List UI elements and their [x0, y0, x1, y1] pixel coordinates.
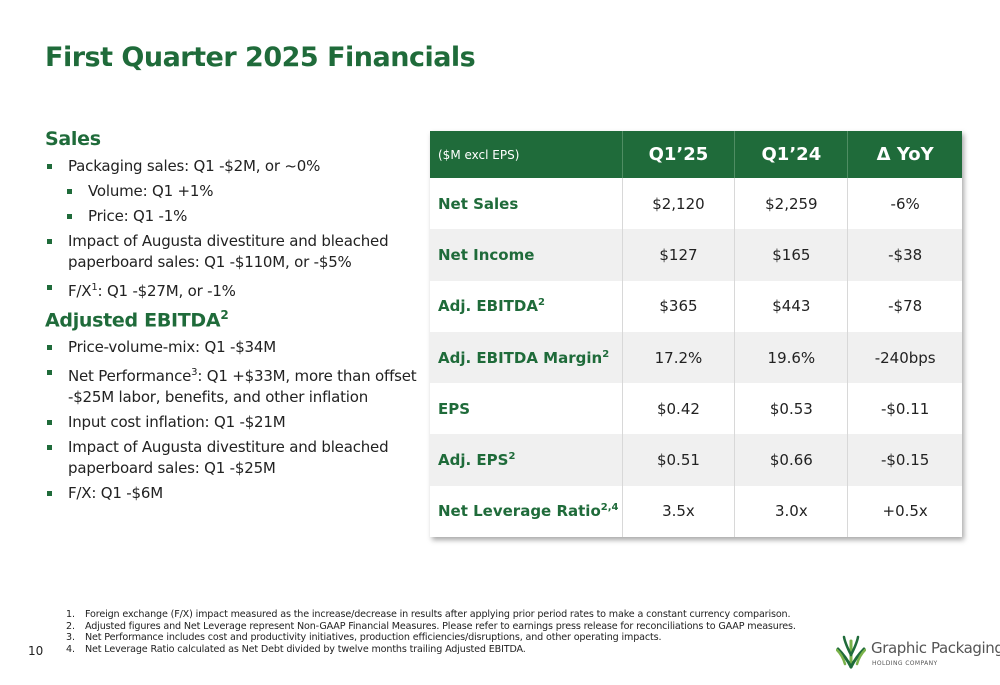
footnote-item: 2. Adjusted figures and Net Leverage repr…	[66, 621, 806, 633]
q1-24-value: $443	[734, 280, 849, 332]
table-row: Net Leverage Ratio2,4 3.5x 3.0x +0.5x	[430, 485, 962, 538]
footnote-number: 1.	[66, 609, 75, 620]
net-performance-label: Net Performance	[68, 367, 192, 386]
q1-24-value: 3.0x	[734, 485, 849, 538]
row-label-footnote-ref: 2	[537, 297, 545, 309]
row-label: EPS	[430, 383, 623, 435]
yoy-value: -6%	[890, 194, 920, 213]
fx-text: : Q1 -$27M, or -1%	[97, 282, 236, 300]
footnote-list: 1. Foreign exchange (F/X) impact measured…	[66, 609, 806, 655]
yoy-value: +0.5x	[882, 502, 928, 521]
footnote-item: 3. Net Performance includes cost and prod…	[66, 632, 806, 644]
bullet-volume: Volume: Q1 +1%	[45, 181, 420, 202]
footnote-text: Adjusted figures and Net Leverage repres…	[85, 620, 796, 632]
footnote-text: Net Performance includes cost and produc…	[85, 632, 662, 644]
row-label-text: Net Income	[438, 245, 535, 264]
footnote-number: 4.	[66, 643, 75, 655]
yoy-value: -$0.11	[880, 399, 930, 418]
yoy-value: -$38	[888, 245, 923, 264]
footnote-number: 2.	[66, 620, 75, 632]
page-title: First Quarter 2025 Financials	[45, 42, 476, 73]
row-label: Adj. EBITDA2	[430, 280, 623, 332]
footnote-text: Net Leverage Ratio calculated as Net Deb…	[85, 643, 526, 655]
q1-25-header: Q1’25	[622, 131, 736, 178]
q1-24-header: Q1’24	[734, 131, 849, 178]
footnote-text: Foreign exchange (F/X) impact measured a…	[85, 609, 791, 620]
table-header-row: ($M excl EPS) Q1’25 Q1’24 Δ YoY	[430, 131, 962, 178]
yoy-header: Δ YoY	[876, 144, 934, 165]
bullet-price-volume-mix: Price-volume-mix: Q1 -$34M	[45, 337, 420, 358]
ebitda-heading-text: Adjusted EBITDA	[45, 309, 221, 332]
page-number: 10	[28, 644, 44, 658]
fx-label: F/X	[68, 282, 92, 300]
q1-25-value: $365	[622, 280, 736, 332]
net-performance-footnote-ref: 3	[191, 367, 198, 379]
yoy-value: -240bps	[874, 348, 936, 367]
ebitda-bullets: Price-volume-mix: Q1 -$34M Net Performan…	[45, 337, 420, 504]
q1-25-value: 17.2%	[622, 331, 736, 384]
bullet-input-cost: Input cost inflation: Q1 -$21M	[45, 412, 420, 433]
bullet-packaging-sales: Packaging sales: Q1 -$2M, or ~0%	[45, 156, 420, 177]
q1-24-value: 19.6%	[734, 331, 849, 384]
bullet-fx-sales: F/X1: Q1 -$27M, or -1%	[45, 277, 420, 302]
sales-bullets: Packaging sales: Q1 -$2M, or ~0% Volume:…	[45, 156, 420, 302]
bullet-price: Price: Q1 -1%	[45, 206, 420, 227]
fx-footnote-ref: 1	[91, 282, 98, 293]
q1-25-value: $2,120	[622, 178, 736, 230]
q1-24-value: $165	[734, 229, 849, 281]
q1-24-value: $0.66	[734, 434, 849, 486]
logo-name: Graphic Packaging	[871, 639, 1000, 657]
logo-subtitle: HOLDING COMPANY	[872, 660, 938, 667]
footnote-number: 3.	[66, 632, 75, 644]
row-label: Adj. EPS2	[430, 434, 623, 486]
row-label-footnote-ref: 2	[508, 451, 516, 463]
financials-table: ($M excl EPS) Q1’25 Q1’24 Δ YoY Net Sale…	[430, 131, 962, 538]
row-label-footnote-ref: 2	[602, 348, 610, 360]
bullet-net-performance: Net Performance3: Q1 +$33M, more than of…	[45, 362, 420, 408]
table-row: EPS $0.42 $0.53 -$0.11	[430, 383, 962, 435]
bullet-augusta-ebitda: Impact of Augusta divestiture and bleach…	[45, 437, 420, 479]
row-label-text: Adj. EBITDA Margin	[438, 348, 603, 367]
table-body: Net Sales $2,120 $2,259 -6% Net Income $127 $1…	[430, 178, 962, 538]
row-label-text: Net Leverage Ratio	[438, 502, 601, 521]
leaf-mark-icon	[836, 635, 866, 669]
table-row: Adj. EBITDA Margin2 17.2% 19.6% -240bps	[430, 331, 962, 384]
row-label: Net Sales	[430, 178, 623, 230]
row-label-footnote-ref: 2,4	[600, 502, 619, 514]
company-logo: Graphic Packaging HOLDING COMPANY	[836, 633, 1000, 673]
table-row: Net Sales $2,120 $2,259 -6%	[430, 178, 962, 230]
bullet-augusta-sales: Impact of Augusta divestiture and bleach…	[45, 231, 420, 273]
commentary-column: Sales Packaging sales: Q1 -$2M, or ~0% V…	[45, 128, 420, 508]
ebitda-heading-footnote-ref: 2	[220, 308, 229, 322]
q1-24-value: $2,259	[734, 178, 849, 230]
ebitda-heading: Adjusted EBITDA2	[45, 308, 420, 331]
financials-table-container: ($M excl EPS) Q1’25 Q1’24 Δ YoY Net Sale…	[430, 131, 962, 538]
row-label: Adj. EBITDA Margin2	[430, 331, 623, 384]
q1-25-value: $0.42	[622, 383, 736, 435]
q1-25-value: $127	[622, 229, 736, 281]
footnote-item: 1. Foreign exchange (F/X) impact measured…	[66, 609, 806, 621]
sales-heading: Sales	[45, 128, 101, 150]
yoy-value: -$0.15	[880, 451, 930, 470]
row-label-text: Net Sales	[438, 194, 519, 213]
q1-25-value: $0.51	[622, 434, 736, 486]
row-label-text: Adj. EBITDA	[438, 297, 538, 316]
unit-header: ($M excl EPS)	[430, 131, 623, 178]
table-row: Adj. EBITDA2 $365 $443 -$78	[430, 280, 962, 332]
q1-24-value: $0.53	[734, 383, 849, 435]
bullet-fx-ebitda: F/X: Q1 -$6M	[45, 483, 420, 504]
table-row: Adj. EPS2 $0.51 $0.66 -$0.15	[430, 434, 962, 486]
yoy-value: -$78	[888, 297, 923, 316]
row-label: Net Leverage Ratio2,4	[430, 485, 623, 538]
row-label-text: Adj. EPS	[438, 451, 509, 470]
row-label-text: EPS	[438, 399, 471, 418]
net-performance-text: : Q1 +$33M, more than offset -$25M labor…	[68, 367, 417, 407]
table-row: Net Income $127 $165 -$38	[430, 229, 962, 281]
footnote-item: 4. Net Leverage Ratio calculated as Net D…	[66, 644, 806, 656]
footnotes: 1. Foreign exchange (F/X) impact measured…	[66, 609, 806, 655]
row-label: Net Income	[430, 229, 623, 281]
q1-25-value: 3.5x	[622, 485, 736, 538]
